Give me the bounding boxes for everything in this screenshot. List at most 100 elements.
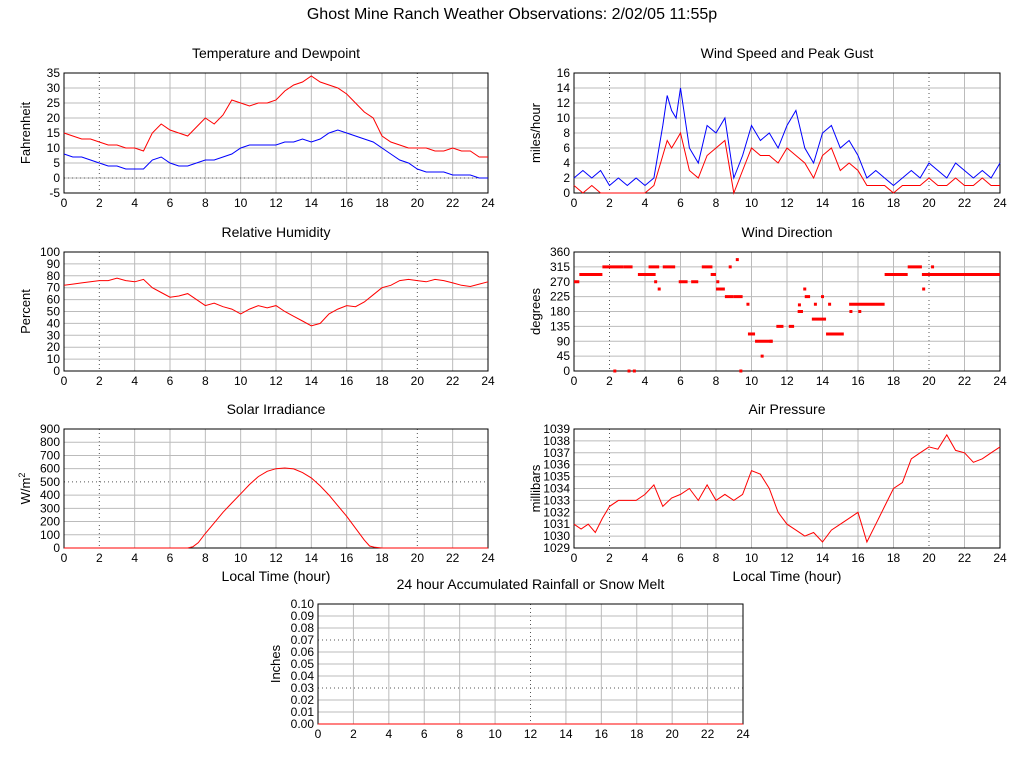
x-tick-label: 12: [524, 727, 538, 741]
x-tick-label: 20: [411, 196, 425, 210]
y-tick-label: 1031: [543, 517, 570, 531]
x-tick-label: 14: [305, 551, 319, 565]
y-tick-label: 0.09: [291, 609, 315, 623]
x-tick-label: 18: [375, 374, 389, 388]
y-tick-label: 500: [40, 475, 60, 489]
x-tick-label: 4: [642, 551, 649, 565]
chart-temp: 0 2 4 6 8 10 12 14 16 18 20 22 24-505101520253035Tem…: [18, 45, 495, 210]
y-tick-label: 10: [47, 141, 61, 155]
x-tick-label: 16: [851, 196, 865, 210]
y-tick-label: 90: [557, 334, 571, 348]
y-tick-label: 90: [47, 257, 61, 271]
x-tick-label: 0: [571, 196, 578, 210]
x-tick-label: 12: [780, 374, 794, 388]
x-tick-label: 22: [446, 551, 460, 565]
x-tick-label: 18: [375, 196, 389, 210]
y-tick-label: 700: [40, 448, 60, 462]
x-tick-label: 22: [958, 196, 972, 210]
x-tick-label: 20: [922, 374, 936, 388]
series-line-1: [573, 131, 1000, 195]
chart-title: Air Pressure: [748, 401, 825, 417]
y-tick-label: 1029: [543, 541, 570, 555]
x-tick-label: 10: [745, 551, 759, 565]
y-tick-label: 16: [557, 66, 571, 80]
x-tick-label: 10: [745, 374, 759, 388]
x-tick-label: 2: [350, 727, 357, 741]
x-tick-label: 20: [922, 196, 936, 210]
chart-title: Relative Humidity: [222, 224, 331, 240]
x-tick-label: 10: [488, 727, 502, 741]
x-tick-label: 22: [446, 374, 460, 388]
y-tick-label: 20: [47, 340, 61, 354]
y-tick-label: 0.00: [291, 717, 315, 731]
direction-point: [632, 369, 636, 373]
y-tick-label: 1035: [543, 470, 570, 484]
y-tick-label: 15: [47, 126, 61, 140]
x-tick-label: 8: [202, 374, 209, 388]
x-tick-label: 18: [375, 551, 389, 565]
y-tick-label: 1039: [543, 422, 570, 436]
x-tick-label: 14: [816, 374, 830, 388]
x-tick-label: 12: [780, 551, 794, 565]
y-tick-label: 600: [40, 462, 60, 476]
y-tick-label: 0.07: [291, 633, 315, 647]
y-tick-label: 80: [47, 269, 61, 283]
y-tick-label: 30: [47, 328, 61, 342]
direction-point: [813, 302, 817, 306]
direction-point: [735, 258, 739, 262]
page-title: Ghost Mine Ranch Weather Observations: 2…: [306, 6, 718, 23]
x-tick-label: 10: [234, 551, 248, 565]
y-axis-label: Percent: [18, 289, 33, 334]
x-tick-label: 6: [677, 551, 684, 565]
x-tick-label: 18: [887, 196, 901, 210]
x-tick-label: 2: [96, 196, 103, 210]
y-tick-label: 900: [40, 422, 60, 436]
direction-point: [797, 303, 801, 307]
plot-frame: [63, 428, 489, 549]
x-tick-label: 24: [993, 374, 1007, 388]
x-tick-label: 6: [677, 374, 684, 388]
plot-frame: [63, 251, 489, 372]
x-tick-label: 8: [713, 551, 720, 565]
y-tick-label: 10: [557, 111, 571, 125]
series-line-0: [573, 87, 1001, 187]
x-tick-label: 24: [481, 551, 495, 565]
x-tick-label: 8: [202, 196, 209, 210]
x-tick-label: 22: [701, 727, 715, 741]
x-tick-label: 2: [606, 196, 613, 210]
direction-point: [769, 339, 773, 343]
x-tick-label: 24: [736, 727, 750, 741]
x-tick-label: 14: [305, 196, 319, 210]
x-tick-label: 24: [481, 196, 495, 210]
x-tick-label: 14: [305, 374, 319, 388]
x-tick-label: 2: [606, 551, 613, 565]
x-tick-label: 12: [269, 551, 283, 565]
y-axis-label: miles/hour: [528, 102, 543, 163]
x-axis-label: Local Time (hour): [222, 568, 331, 584]
x-tick-label: 8: [456, 727, 463, 741]
y-tick-label: 8: [563, 126, 570, 140]
direction-point: [922, 287, 926, 291]
y-tick-label: 360: [550, 245, 570, 259]
x-tick-label: 0: [61, 196, 68, 210]
y-tick-label: -5: [49, 186, 60, 200]
y-tick-label: 1036: [543, 458, 570, 472]
x-tick-label: 0: [61, 374, 68, 388]
x-tick-label: 22: [446, 196, 460, 210]
x-tick-label: 16: [340, 551, 354, 565]
y-tick-label: 2: [563, 171, 570, 185]
y-tick-label: 0.06: [291, 645, 315, 659]
x-tick-label: 10: [234, 196, 248, 210]
y-tick-label: 135: [550, 319, 570, 333]
y-tick-label: 1032: [543, 505, 570, 519]
y-tick-label: 4: [563, 156, 570, 170]
direction-point: [654, 280, 658, 284]
y-tick-label: 300: [40, 501, 60, 515]
y-tick-label: 45: [557, 349, 571, 363]
direction-point: [613, 369, 617, 373]
y-tick-label: 315: [550, 260, 570, 274]
x-tick-label: 20: [922, 551, 936, 565]
x-tick-label: 12: [780, 196, 794, 210]
y-tick-label: 225: [550, 290, 570, 304]
